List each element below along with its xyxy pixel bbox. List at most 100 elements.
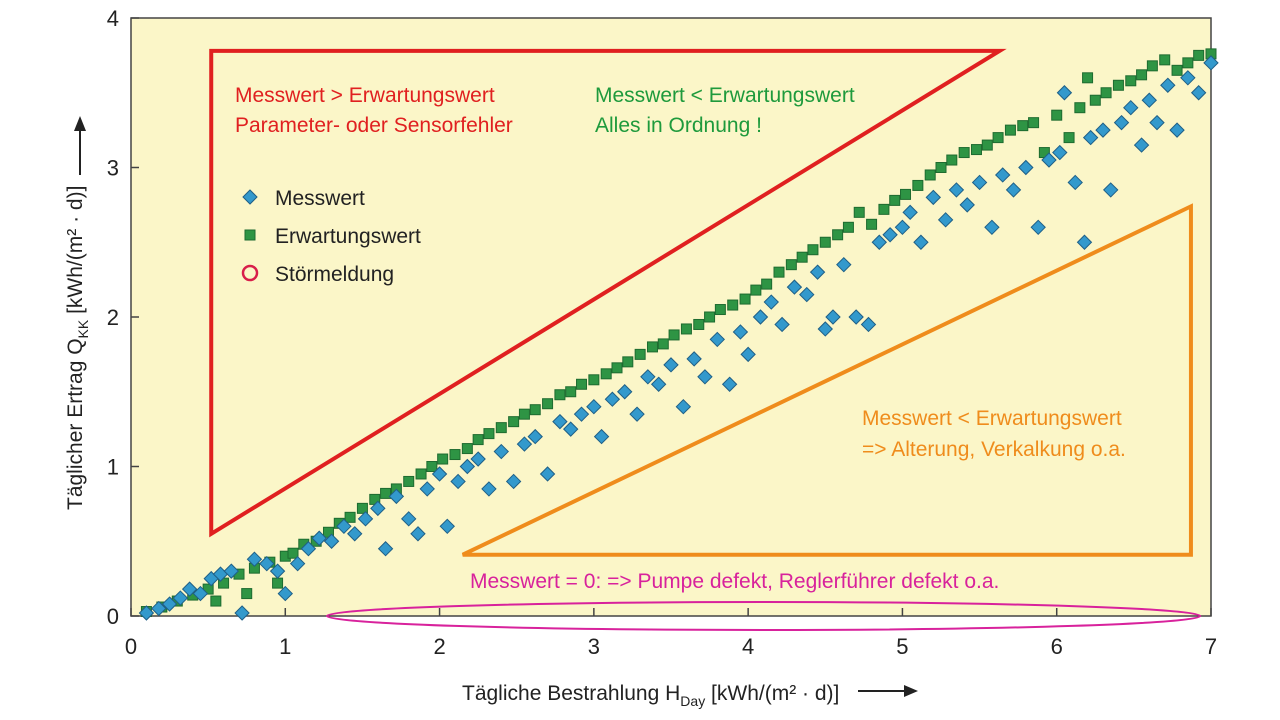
erwartungswert-point bbox=[761, 278, 773, 290]
messwert-point bbox=[586, 398, 602, 415]
erwartungswert-point bbox=[704, 311, 716, 323]
erwartungswert-point bbox=[646, 341, 658, 353]
erwartungswert-point bbox=[600, 368, 612, 380]
erwartungswert-point bbox=[970, 144, 982, 156]
messwert-point bbox=[640, 369, 656, 385]
messwert-point bbox=[377, 541, 394, 557]
svg-text:Tägliche Bestrahlung HDay [kWh: Tägliche Bestrahlung HDay [kWh/(m² · d)] bbox=[462, 682, 839, 709]
messwert-point bbox=[774, 316, 790, 333]
x-tick-label: 5 bbox=[896, 634, 908, 659]
erwartungswert-point bbox=[785, 259, 797, 271]
messwert-point bbox=[1082, 129, 1099, 146]
messwert-point bbox=[1160, 77, 1176, 93]
messwert-point bbox=[836, 256, 852, 273]
erwartungswert-point bbox=[1171, 64, 1183, 76]
erwartungswert-point bbox=[1074, 102, 1086, 114]
erwartungswert-point bbox=[344, 511, 356, 523]
data-points bbox=[138, 48, 1219, 621]
messwert-point bbox=[925, 189, 941, 206]
messwert-point bbox=[1018, 159, 1034, 176]
y-axis-label-unit: [kWh/(m² · d)] bbox=[64, 186, 87, 320]
messwert-point bbox=[410, 526, 426, 542]
messwert-point bbox=[336, 518, 352, 535]
erwartungswert-point bbox=[714, 304, 726, 316]
messwert-point bbox=[1076, 234, 1093, 250]
erwartungswert-point bbox=[495, 422, 507, 434]
erwartungswert-point bbox=[924, 169, 936, 181]
legend-marker-diamond bbox=[242, 189, 258, 205]
y-axis-label-sub: KK bbox=[75, 319, 91, 338]
messwert-point bbox=[617, 384, 633, 400]
erwartungswert-point bbox=[946, 154, 958, 166]
annotation-texts: Messwert > Erwartungswert Parameter- ode… bbox=[235, 84, 1126, 593]
messwert-point bbox=[505, 473, 522, 490]
y-axis-label-main: Täglicher Ertrag Q bbox=[64, 338, 87, 510]
messwert-point bbox=[1056, 85, 1073, 101]
messwert-point bbox=[300, 541, 317, 557]
y-tick-label: 3 bbox=[107, 156, 119, 181]
erwartungswert-point bbox=[1159, 54, 1171, 66]
x-axis-label-sub: Day bbox=[680, 693, 705, 709]
x-tick-label: 0 bbox=[125, 634, 137, 659]
x-tick-label: 7 bbox=[1205, 634, 1217, 659]
messwert-point bbox=[223, 563, 239, 579]
erwartungswert-point bbox=[842, 221, 854, 233]
erwartungswert-point bbox=[1051, 109, 1063, 121]
messwert-point bbox=[459, 458, 476, 475]
messwert-point bbox=[882, 227, 898, 243]
erwartungswert-point bbox=[878, 203, 890, 215]
erwartungswert-point bbox=[1082, 72, 1094, 84]
messwert-point bbox=[527, 428, 543, 445]
erwartungswert-point bbox=[576, 378, 588, 390]
erwartungswert-point bbox=[832, 229, 844, 241]
erwartungswert-point bbox=[1125, 75, 1137, 87]
messwert-point bbox=[311, 530, 327, 546]
messwert-point bbox=[697, 369, 713, 385]
x-axis-label-main: Tägliche Bestrahlung H bbox=[462, 682, 680, 705]
messwert-point bbox=[848, 309, 864, 325]
x-tick-label: 1 bbox=[279, 634, 291, 659]
messwert-point bbox=[563, 421, 579, 437]
x-tick-label: 4 bbox=[742, 634, 754, 659]
messwert-point bbox=[431, 466, 448, 482]
erwartungswert-point bbox=[1017, 120, 1029, 132]
erwartungswert-point bbox=[796, 251, 808, 263]
axes: 0 1 2 3 4 5 6 7 0 1 2 3 4 bbox=[107, 6, 1217, 659]
erwartungswert-point bbox=[272, 577, 284, 589]
erwartungswert-point bbox=[1182, 57, 1194, 69]
messwert-point bbox=[347, 526, 363, 542]
erwartungswert-point bbox=[935, 162, 947, 173]
legend: Messwert Erwartungswert Störmeldung bbox=[241, 187, 421, 286]
erwartungswert-point bbox=[1028, 117, 1040, 129]
y-tick-label: 2 bbox=[107, 305, 119, 330]
erwartungswert-point bbox=[912, 179, 924, 191]
erwartungswert-point bbox=[518, 408, 530, 420]
y-axis-title: Täglicher Ertrag QKK [kWh/(m² · d)] bbox=[64, 186, 91, 510]
erwartungswert-point bbox=[1089, 94, 1101, 106]
upper-green-text-2: Alles in Ordnung ! bbox=[595, 114, 762, 137]
erwartungswert-point bbox=[449, 449, 461, 461]
messwert-point bbox=[995, 167, 1011, 183]
y-axis-arrow-head bbox=[74, 116, 86, 131]
messwert-point bbox=[1180, 70, 1196, 86]
messwert-point bbox=[902, 204, 918, 221]
legend-marker-square bbox=[244, 229, 256, 241]
messwert-point bbox=[259, 555, 275, 572]
erwartungswert-point bbox=[1004, 124, 1016, 136]
messwert-point bbox=[650, 376, 667, 392]
erwartungswert-point bbox=[727, 299, 739, 311]
erwartungswert-point bbox=[657, 338, 669, 350]
messwert-point bbox=[948, 182, 965, 198]
x-axis-label-unit: [kWh/(m² · d)] bbox=[705, 682, 839, 705]
erwartungswert-point bbox=[853, 206, 865, 218]
messwert-point bbox=[1041, 152, 1057, 168]
erwartungswert-point bbox=[1063, 132, 1075, 144]
messwert-point bbox=[161, 596, 178, 612]
messwert-point bbox=[675, 398, 692, 415]
erwartungswert-point bbox=[1193, 49, 1205, 61]
erwartungswert-point bbox=[866, 218, 878, 230]
erwartungswert-point bbox=[622, 356, 634, 368]
messwert-point bbox=[138, 605, 155, 621]
y-tick-label: 0 bbox=[107, 604, 119, 629]
messwert-point bbox=[721, 376, 738, 392]
